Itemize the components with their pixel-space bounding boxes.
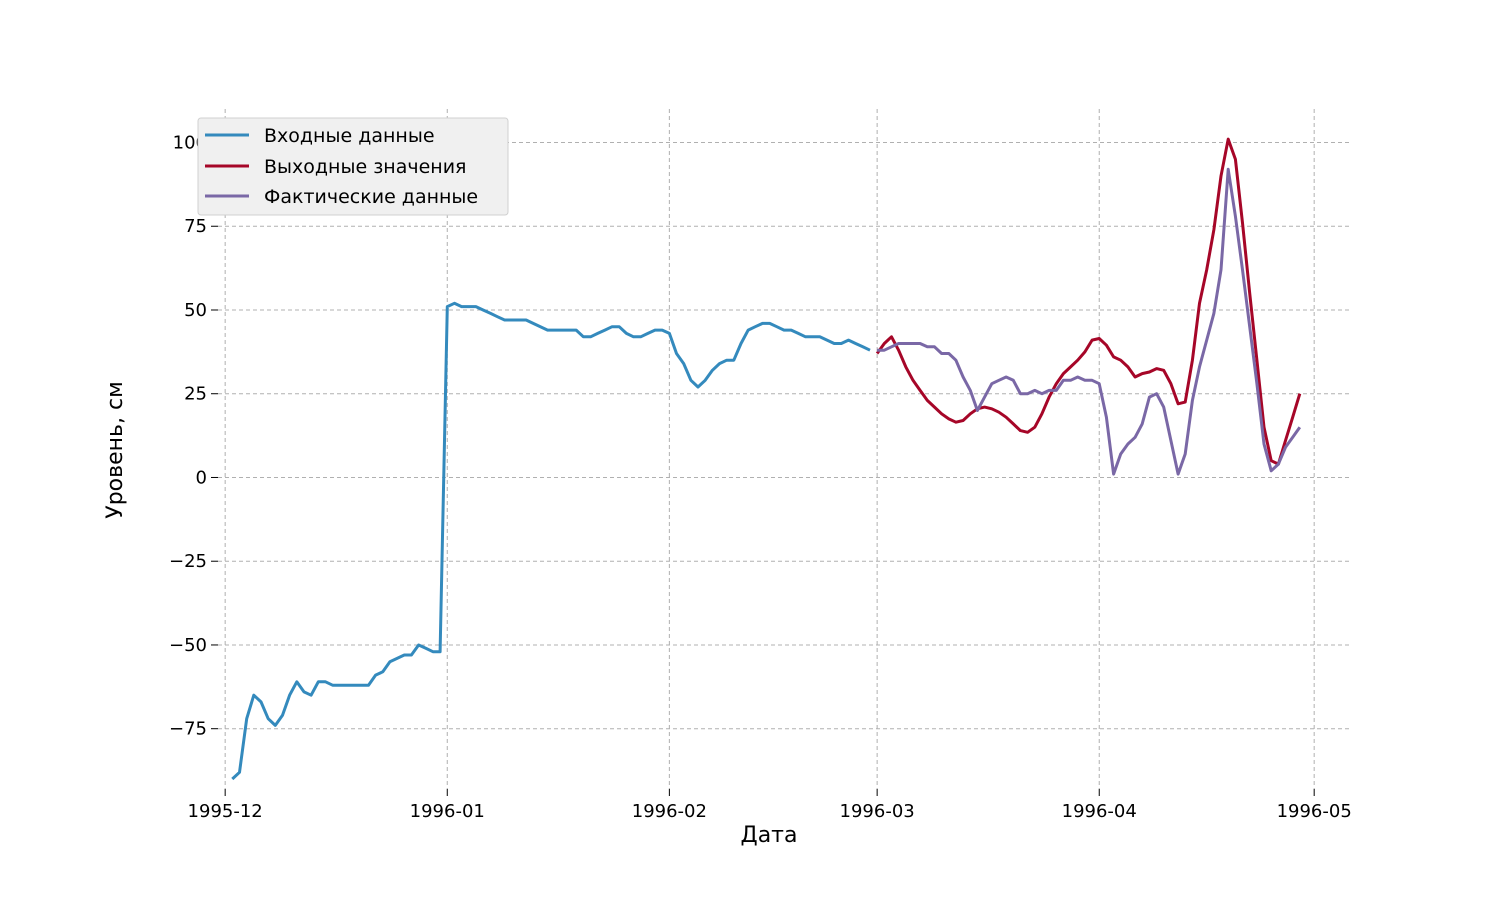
- legend-label-actual: Фактические данные: [264, 186, 478, 208]
- series-line-input: [231, 301, 871, 781]
- y-tick-label: −75: [169, 719, 207, 740]
- x-tick-label: 1996-05: [1277, 801, 1352, 822]
- legend-frame: [197, 117, 509, 216]
- y-tick-label: 0: [196, 467, 207, 488]
- grid-layer: [218, 109, 1350, 789]
- x-tick-label: 1996-02: [632, 801, 707, 822]
- legend-entry-actual: Фактические данные: [205, 186, 478, 208]
- x-axis-label: Дата: [741, 823, 798, 848]
- y-axis-label: Уровень, см: [103, 381, 128, 518]
- legend-label-output: Выходные значения: [264, 156, 466, 178]
- y-tick-label: −25: [169, 551, 207, 572]
- y-tick-label: 50: [184, 300, 207, 321]
- y-tick-label: 75: [184, 216, 207, 237]
- series-line-output: [875, 137, 1302, 466]
- series-layer: [231, 137, 1302, 781]
- y-tick-label: 25: [184, 384, 207, 405]
- x-tick-label: 1996-04: [1062, 801, 1137, 822]
- x-tick-label: 1995-12: [188, 801, 263, 822]
- legend-entry-input: Входные данные: [205, 125, 435, 147]
- x-tick-label: 1996-01: [410, 801, 485, 822]
- legend-label-input: Входные данные: [264, 125, 435, 147]
- y-tick-label: −50: [169, 635, 207, 656]
- legend-entry-output: Выходные значения: [205, 156, 466, 178]
- x-tick-label: 1996-03: [840, 801, 915, 822]
- legend: Входные данные Выходные значения Фактиче…: [197, 117, 509, 216]
- x-axis: 1995-12 1996-01 1996-02 1996-03 1996-04 1996-…: [188, 789, 1352, 822]
- series-line-actual: [877, 167, 1302, 476]
